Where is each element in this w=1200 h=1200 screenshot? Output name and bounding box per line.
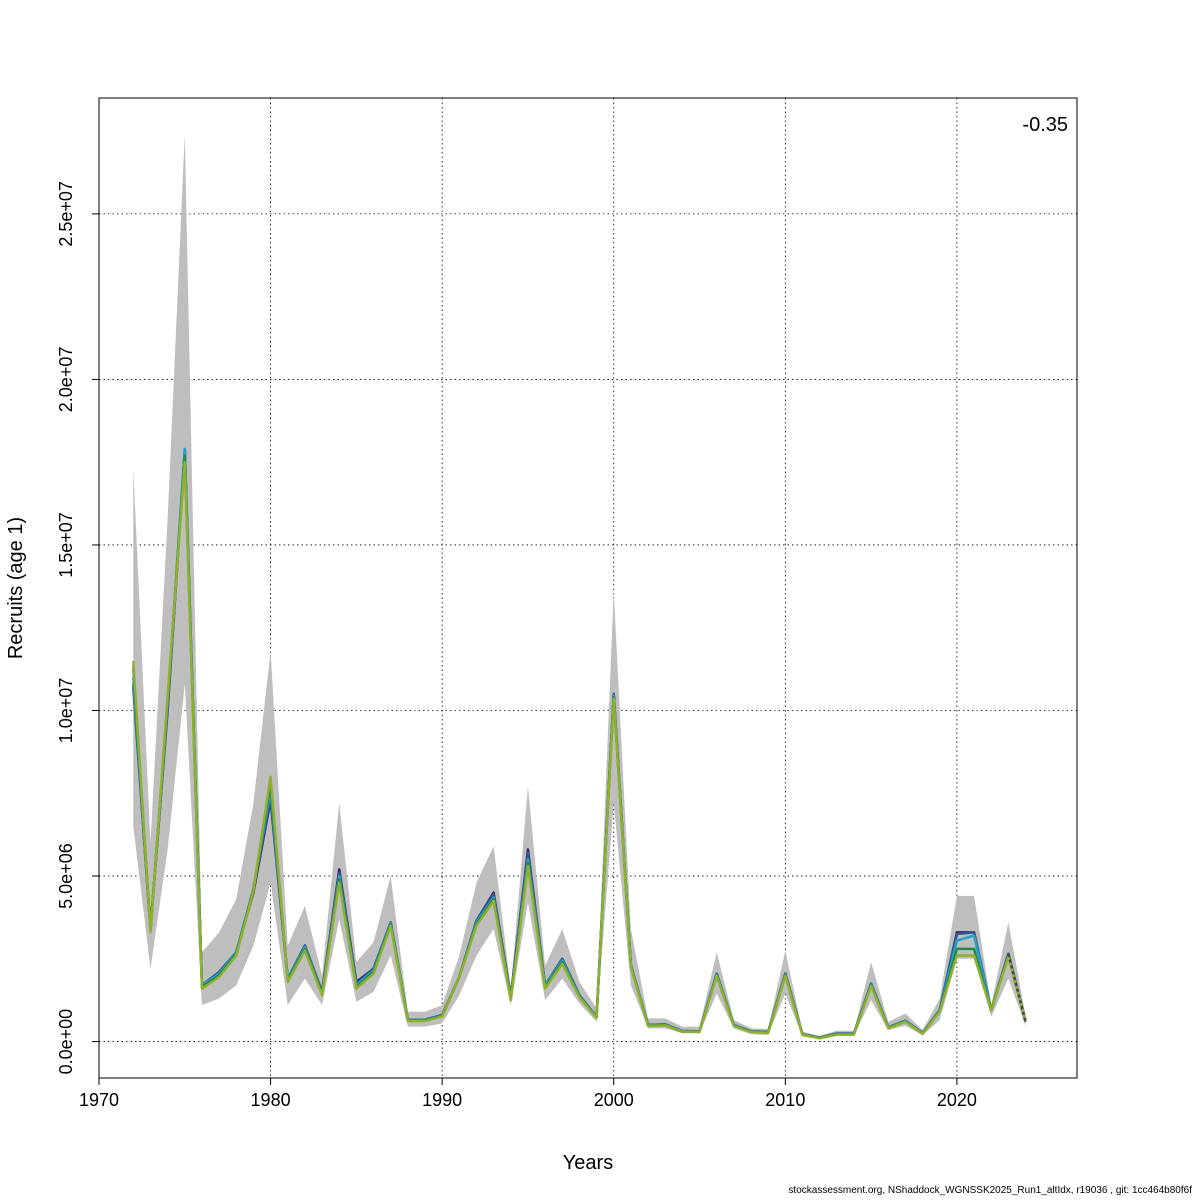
y-tick-label: 5.0e+06: [56, 843, 76, 909]
x-tick-label: 2010: [765, 1090, 805, 1110]
rho-annotation: -0.35: [1022, 114, 1068, 136]
x-tick-label: 1970: [79, 1090, 119, 1110]
footer-credit: stockassessment.org, NShaddock_WGNSSK202…: [788, 1185, 1192, 1196]
x-tick-label: 2020: [937, 1090, 977, 1110]
grid-lines: [98, 98, 1077, 1078]
y-tick-label: 0.0e+00: [56, 1009, 76, 1075]
confidence-band-layer: [133, 134, 1026, 1039]
x-axis-title: Years: [563, 1152, 613, 1174]
x-tick-label: 1980: [251, 1090, 291, 1110]
x-tick-label: 2000: [594, 1090, 634, 1110]
axes: 1970 1980 1990 2000 2010 2020 0.0e+00 5.0e+06 1.…: [56, 181, 977, 1110]
x-tick-label: 1990: [422, 1090, 462, 1110]
y-tick-label: 2.5e+07: [56, 181, 76, 247]
series-layer: [132, 447, 1027, 1040]
plot-frame: [98, 97, 1078, 1079]
series-line-5: [132, 460, 1027, 1040]
y-axis-title: Recruits (age 1): [5, 517, 27, 659]
y-tick-label: 1.0e+07: [56, 678, 76, 744]
y-tick-label: 1.5e+07: [56, 512, 76, 578]
y-tick-label: 2.0e+07: [56, 347, 76, 413]
confidence-band: [133, 134, 1026, 1039]
